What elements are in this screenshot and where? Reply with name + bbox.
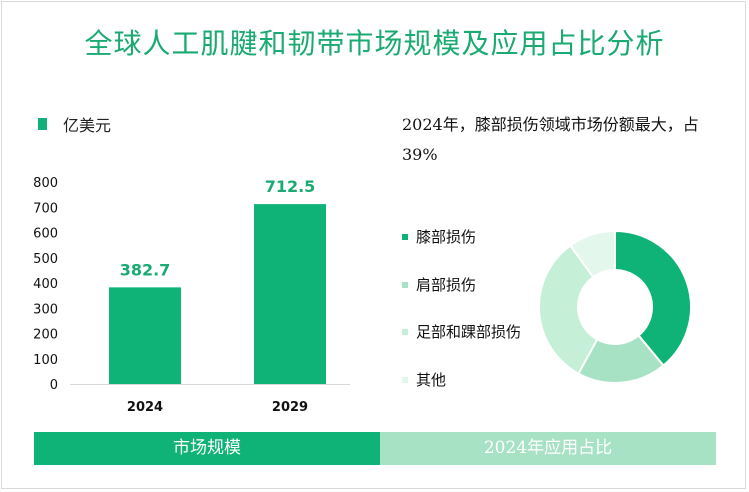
legend-item: 足部和踝部损伤 [402,321,521,342]
y-tick-label: 600 [33,227,58,242]
y-tick-label: 400 [33,277,58,292]
legend-item: 膝部损伤 [402,226,476,247]
y-tick-label: 500 [33,252,58,267]
y-tick-label: 800 [33,176,58,191]
legend-swatch [402,233,408,240]
legend-label: 膝部损伤 [416,228,477,246]
bar-2024 [109,287,181,384]
legend-item: 其他 [402,369,446,390]
unit-swatch [38,118,47,130]
legend-swatch [402,328,408,335]
legend-label: 其他 [416,371,447,389]
y-tick-label: 0 [50,378,58,393]
legend-label: 肩部损伤 [416,276,477,294]
footer-market-size: 市场规模 [34,432,380,465]
unit-label: 亿美元 [63,116,112,135]
legend-item: 肩部损伤 [402,274,476,295]
x-tick-label: 2024 [127,400,163,415]
donut-slice-4 [568,229,616,279]
bar-2029 [254,204,326,384]
donut-slice-1 [614,229,692,367]
pie-headline: 2024年，膝部损伤领域市场份额最大，占39% [402,115,699,164]
footer-application-share: 2024年应用占比 [380,432,716,465]
x-tick-label: 2029 [272,400,308,415]
legend-swatch [402,281,408,288]
bar-value-label: 382.7 [120,260,171,279]
unit-legend: 亿美元 [38,112,111,136]
legend-swatch [402,376,408,383]
y-tick-label: 300 [33,302,58,317]
chart-title: 全球人工肌腱和韧带市场规模及应用占比分析 [84,27,665,60]
bar-value-label: 712.5 [265,177,316,196]
donut-chart [538,229,692,384]
donut-slice-3 [538,244,599,375]
legend-label: 足部和踝部损伤 [416,323,522,341]
bar-chart: 0 100 200 300 400 500 600 700 800 382.7 2024 712.5 2… [33,176,350,415]
y-tick-label: 100 [33,353,58,368]
y-tick-label: 200 [33,328,58,343]
y-tick-label: 700 [33,201,58,216]
